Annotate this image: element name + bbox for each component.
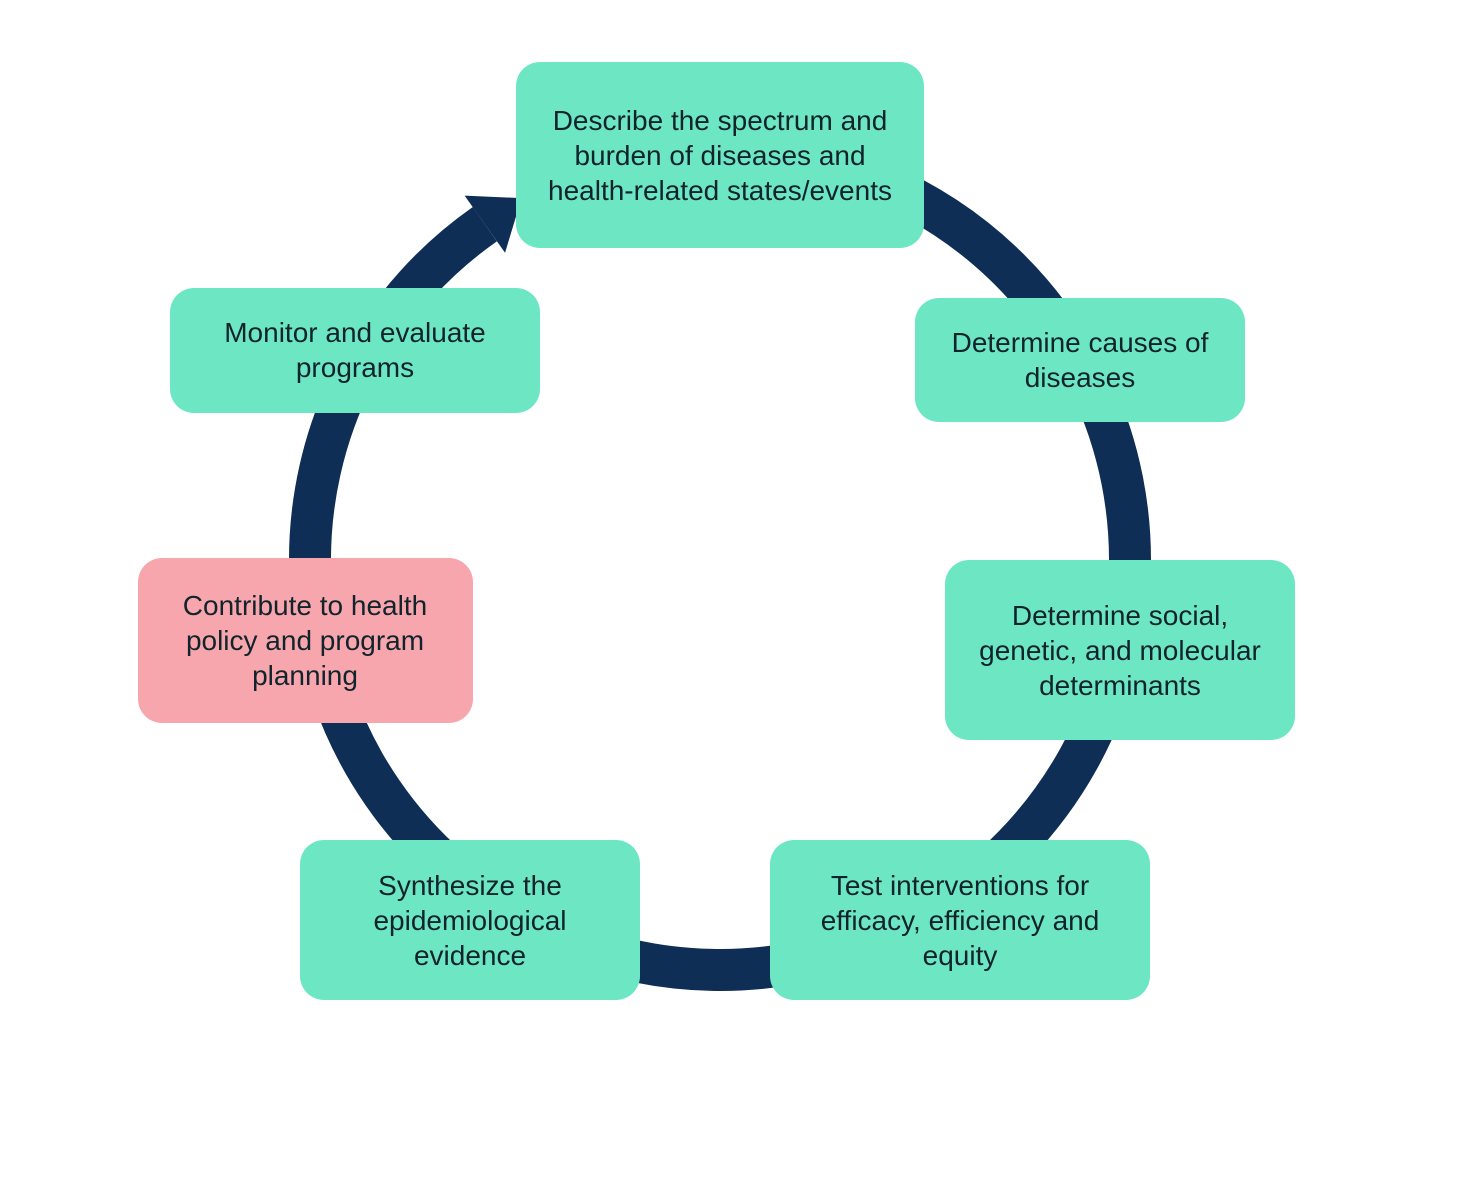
- cycle-node-describe: Describe the spectrum and burden of dise…: [516, 62, 924, 248]
- cycle-node-contribute: Contribute to health policy and program …: [138, 558, 473, 723]
- cycle-node-label: Determine social, genetic, and molecular…: [971, 598, 1269, 703]
- cycle-node-label: Describe the spectrum and burden of dise…: [542, 103, 898, 208]
- cycle-node-label: Test interventions for efficacy, efficie…: [796, 868, 1124, 973]
- cycle-node-label: Contribute to health policy and program …: [164, 588, 447, 693]
- cycle-node-label: Determine causes of diseases: [941, 325, 1219, 395]
- cycle-node-monitor: Monitor and evaluate programs: [170, 288, 540, 413]
- cycle-node-causes: Determine causes of diseases: [915, 298, 1245, 422]
- cycle-node-synthesize: Synthesize the epidemiological evidence: [300, 840, 640, 1000]
- cycle-node-label: Monitor and evaluate programs: [196, 315, 514, 385]
- cycle-node-determinants: Determine social, genetic, and molecular…: [945, 560, 1295, 740]
- cycle-node-label: Synthesize the epidemiological evidence: [326, 868, 614, 973]
- cycle-node-test: Test interventions for efficacy, efficie…: [770, 840, 1150, 1000]
- cycle-diagram: Describe the spectrum and burden of dise…: [0, 0, 1462, 1182]
